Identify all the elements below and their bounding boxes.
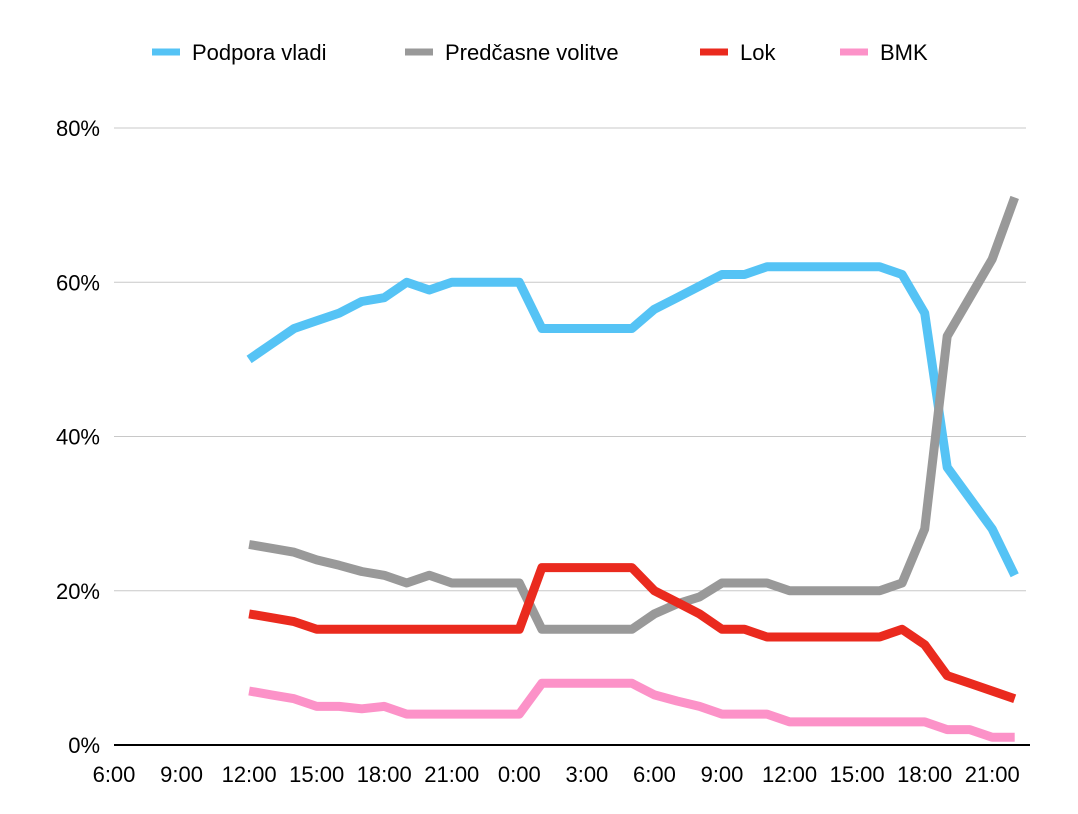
y-axis-tick-labels: 0% 20% 40% 60% 80% bbox=[56, 116, 100, 758]
y-tick-label: 0% bbox=[68, 733, 100, 758]
x-tick-label: 0:00 bbox=[498, 762, 541, 787]
x-tick-label: 12:00 bbox=[762, 762, 817, 787]
x-tick-label: 9:00 bbox=[160, 762, 203, 787]
y-tick-label: 20% bbox=[56, 579, 100, 604]
x-tick-label: 21:00 bbox=[424, 762, 479, 787]
x-tick-label: 12:00 bbox=[222, 762, 277, 787]
series-line-1 bbox=[248, 195, 1019, 634]
series-line-2 bbox=[248, 563, 1017, 703]
legend-label: Podpora vladi bbox=[192, 40, 327, 65]
legend-label: BMK bbox=[880, 40, 928, 65]
series-line-3 bbox=[248, 678, 1015, 742]
x-tick-label: 6:00 bbox=[93, 762, 136, 787]
x-tick-label: 18:00 bbox=[357, 762, 412, 787]
legend-label: Predčasne volitve bbox=[445, 40, 619, 65]
series-lines bbox=[246, 195, 1019, 742]
x-tick-label: 15:00 bbox=[830, 762, 885, 787]
series-line-0 bbox=[246, 262, 1019, 578]
x-tick-label: 3:00 bbox=[565, 762, 608, 787]
x-tick-label: 15:00 bbox=[289, 762, 344, 787]
x-tick-label: 18:00 bbox=[897, 762, 952, 787]
x-tick-label: 21:00 bbox=[965, 762, 1020, 787]
legend-label: Lok bbox=[740, 40, 776, 65]
x-tick-label: 9:00 bbox=[701, 762, 744, 787]
y-tick-label: 40% bbox=[56, 425, 100, 450]
y-tick-label: 60% bbox=[56, 270, 100, 295]
x-axis-tick-labels: 6:00 9:00 12:00 15:00 18:00 21:00 0:00 3:00 6:00… bbox=[93, 762, 1020, 787]
y-tick-label: 80% bbox=[56, 116, 100, 141]
x-tick-label: 6:00 bbox=[633, 762, 676, 787]
legend: Podpora vladi Predčasne volitve Lok BMK bbox=[152, 40, 928, 65]
